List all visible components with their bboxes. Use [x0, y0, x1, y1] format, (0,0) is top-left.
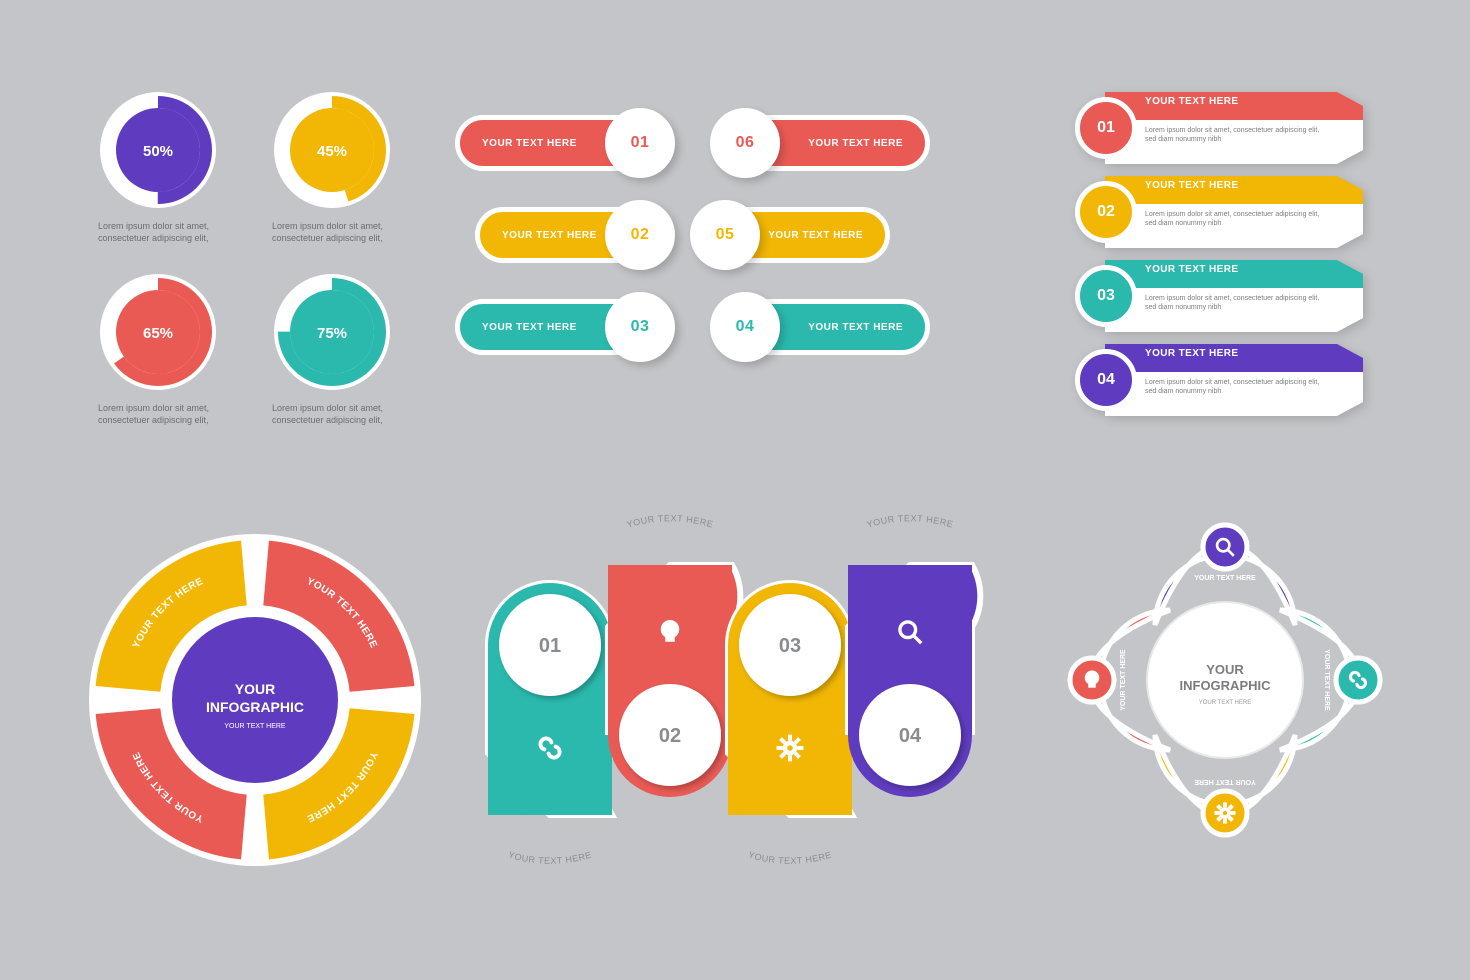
diamond-title: YOUR [1206, 662, 1244, 677]
gear-icon [1214, 802, 1235, 823]
pill-number: 01 [631, 134, 650, 152]
pill-label: YOUR TEXT HERE [808, 138, 903, 149]
step-body: Lorem ipsum dolor sit amet, consectetuer… [1145, 294, 1325, 312]
svg-text:YOUR TEXT HERE: YOUR TEXT HERE [1323, 649, 1330, 711]
svg-text:YOUR TEXT HERE: YOUR TEXT HERE [625, 513, 714, 529]
step-title: YOUR TEXT HERE [1145, 96, 1238, 107]
petal-steps: 01 YOUR TEXT HERE 02 YOUR TEXT HERE 03 YOUR T… [480, 510, 1010, 870]
diamond-node-right [1336, 658, 1380, 702]
donut-quartet: 50% Lorem ipsum dolor sit amet, consecte… [85, 90, 405, 427]
step-number: 03 [1097, 287, 1115, 305]
donut-pct-label: 50% [143, 143, 173, 160]
step-number: 02 [1097, 203, 1115, 221]
step-cards: 01 YOUR TEXT HERE Lorem ipsum dolor sit … [1075, 90, 1365, 418]
step-body: Lorem ipsum dolor sit amet, consectetuer… [1145, 210, 1325, 228]
pill-02: YOUR TEXT HERE 02 [475, 207, 650, 263]
pill-steps: YOUR TEXT HERE 01 YOUR TEXT HERE 06 YOUR… [445, 115, 995, 405]
gear-icon [777, 735, 804, 762]
svg-text:INFOGRAPHIC: INFOGRAPHIC [206, 699, 304, 715]
svg-text:YOUR TEXT HERE: YOUR TEXT HERE [1194, 778, 1256, 785]
pill-number: 06 [736, 134, 755, 152]
pill-label: YOUR TEXT HERE [482, 138, 577, 149]
pill-label: YOUR TEXT HERE [482, 322, 577, 333]
petal-num: 03 [779, 635, 801, 657]
pill-number: 03 [631, 318, 650, 336]
svg-text:YOUR TEXT HERE: YOUR TEXT HERE [1194, 575, 1256, 582]
segmented-ring: YOUR TEXT HEREYOUR TEXT HEREYOUR TEXT HE… [85, 530, 425, 870]
svg-text:INFOGRAPHIC: INFOGRAPHIC [1180, 678, 1272, 693]
petal-num: 02 [659, 725, 681, 747]
step-title: YOUR TEXT HERE [1145, 348, 1238, 359]
svg-text:YOUR TEXT HERE: YOUR TEXT HERE [747, 850, 833, 866]
pill-06: YOUR TEXT HERE 06 [735, 115, 930, 171]
step-body: Lorem ipsum dolor sit amet, consectetuer… [1145, 378, 1325, 396]
donut-caption: Lorem ipsum dolor sit amet, consectetuer… [98, 402, 218, 426]
donut-caption: Lorem ipsum dolor sit amet, consectetuer… [272, 220, 392, 244]
donut-1: 50% Lorem ipsum dolor sit amet, consecte… [85, 90, 231, 244]
pill-label: YOUR TEXT HERE [808, 322, 903, 333]
ring-title: YOUR [235, 681, 275, 697]
donut-caption: Lorem ipsum dolor sit amet, consectetuer… [98, 220, 218, 244]
svg-text:YOUR TEXT HERE: YOUR TEXT HERE [507, 850, 593, 866]
petal-num: 01 [539, 635, 561, 657]
step-card-04: 04 YOUR TEXT HERE Lorem ipsum dolor sit … [1075, 342, 1365, 418]
donut-3: 65% Lorem ipsum dolor sit amet, consecte… [85, 272, 231, 426]
donut-pct-label: 45% [317, 143, 347, 160]
pill-label: YOUR TEXT HERE [768, 230, 863, 241]
petal-num: 04 [899, 725, 922, 747]
pill-label: YOUR TEXT HERE [502, 230, 597, 241]
donut-4: 75% Lorem ipsum dolor sit amet, consecte… [259, 272, 405, 426]
step-card-01: 01 YOUR TEXT HERE Lorem ipsum dolor sit … [1075, 90, 1365, 166]
pill-number: 05 [716, 226, 735, 244]
donut-caption: Lorem ipsum dolor sit amet, consectetuer… [272, 402, 392, 426]
svg-text:YOUR TEXT HERE: YOUR TEXT HERE [865, 513, 954, 529]
diamond-infographic: YOUR TEXT HERE YOUR TEXT HERE YOUR TEXT HE… [1050, 505, 1400, 855]
pill-04: YOUR TEXT HERE 04 [735, 299, 930, 355]
step-title: YOUR TEXT HERE [1145, 264, 1238, 275]
pill-03: YOUR TEXT HERE 03 [455, 299, 650, 355]
ring-sub: YOUR TEXT HERE [224, 723, 286, 730]
step-title: YOUR TEXT HERE [1145, 180, 1238, 191]
step-number: 04 [1097, 371, 1115, 389]
step-card-03: 03 YOUR TEXT HERE Lorem ipsum dolor sit … [1075, 258, 1365, 334]
step-card-02: 02 YOUR TEXT HERE Lorem ipsum dolor sit … [1075, 174, 1365, 250]
donut-pct-label: 75% [317, 325, 347, 342]
pill-05: YOUR TEXT HERE 05 [715, 207, 890, 263]
diamond-sub: YOUR TEXT HERE [1199, 700, 1251, 706]
step-body: Lorem ipsum dolor sit amet, consectetuer… [1145, 126, 1325, 144]
svg-text:YOUR TEXT HERE: YOUR TEXT HERE [1120, 649, 1127, 711]
donut-2: 45% Lorem ipsum dolor sit amet, consecte… [259, 90, 405, 244]
donut-pct-label: 65% [143, 325, 173, 342]
pill-number: 04 [736, 318, 755, 336]
diamond-node-top [1203, 525, 1247, 569]
pill-number: 02 [631, 226, 650, 244]
pill-01: YOUR TEXT HERE 01 [455, 115, 650, 171]
step-number: 01 [1097, 119, 1115, 137]
